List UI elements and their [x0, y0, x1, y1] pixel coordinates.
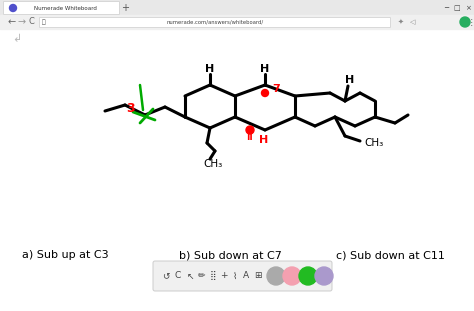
- Circle shape: [9, 4, 17, 12]
- Text: →: →: [18, 17, 26, 27]
- Text: ⣿: ⣿: [210, 272, 216, 281]
- Text: H: H: [346, 75, 355, 85]
- Circle shape: [299, 267, 317, 285]
- Text: ↲: ↲: [12, 34, 21, 44]
- Text: CH₃: CH₃: [365, 138, 383, 148]
- Circle shape: [267, 267, 285, 285]
- Text: Numerade Whiteboard: Numerade Whiteboard: [34, 6, 96, 11]
- Text: A: A: [243, 272, 249, 281]
- Text: □: □: [454, 5, 460, 11]
- Text: ✦: ✦: [398, 19, 404, 25]
- Text: ─: ─: [444, 5, 448, 11]
- Text: H: H: [205, 64, 215, 74]
- FancyBboxPatch shape: [153, 261, 332, 291]
- Text: b) Sub down at C7: b) Sub down at C7: [179, 250, 282, 260]
- Text: a) Sub up at C3: a) Sub up at C3: [22, 250, 109, 260]
- Text: C: C: [175, 272, 181, 281]
- Text: +: +: [121, 3, 129, 13]
- Text: ⋮: ⋮: [468, 17, 474, 26]
- Circle shape: [315, 267, 333, 285]
- Text: ↖: ↖: [186, 272, 194, 281]
- Text: ×: ×: [465, 5, 471, 11]
- Circle shape: [283, 267, 301, 285]
- Text: 🔒: 🔒: [42, 19, 46, 25]
- Text: numerade.com/answers/whiteboard/: numerade.com/answers/whiteboard/: [166, 20, 264, 25]
- Text: 3: 3: [127, 103, 135, 115]
- FancyBboxPatch shape: [3, 2, 119, 15]
- Circle shape: [262, 90, 268, 96]
- Text: CH₃: CH₃: [203, 159, 223, 169]
- Text: ←: ←: [8, 17, 16, 27]
- Text: ✏: ✏: [198, 272, 206, 281]
- Bar: [0, 15, 474, 29]
- Text: ◁: ◁: [410, 19, 415, 25]
- Text: II: II: [246, 133, 254, 142]
- Text: 7: 7: [272, 84, 280, 94]
- Circle shape: [460, 17, 470, 27]
- FancyBboxPatch shape: [39, 17, 391, 27]
- Text: +: +: [220, 272, 228, 281]
- Text: H: H: [259, 135, 269, 145]
- Text: ⌇: ⌇: [233, 272, 237, 281]
- Circle shape: [246, 126, 254, 134]
- Text: C: C: [29, 17, 35, 26]
- Text: H: H: [260, 64, 270, 74]
- Text: c) Sub down at C11: c) Sub down at C11: [336, 250, 445, 260]
- Bar: [0, 0, 474, 15]
- Text: ↺: ↺: [162, 272, 170, 281]
- Text: ⊞: ⊞: [254, 272, 262, 281]
